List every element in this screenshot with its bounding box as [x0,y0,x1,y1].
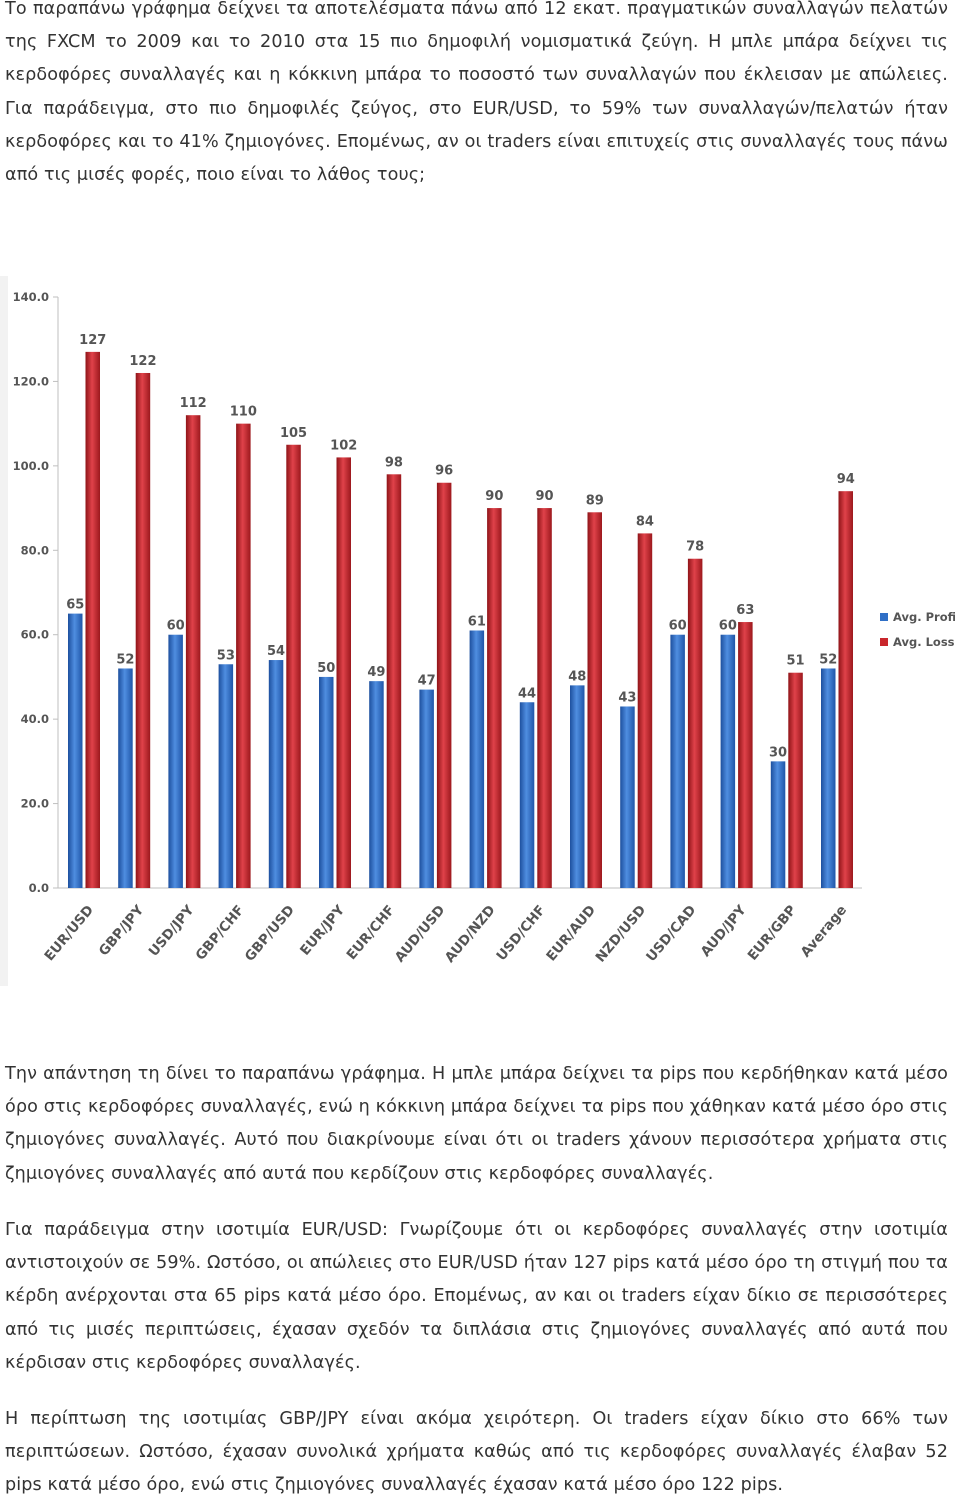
bar-avg-loss [738,622,753,888]
bar-avg-loss [135,372,151,888]
data-label-profit: 47 [418,674,436,689]
data-label-profit: 65 [66,598,84,613]
data-label-loss: 102 [330,438,357,453]
answer-paragraph: Την απάντηση τη δίνει το παραπάνω γράφημ… [5,1064,948,1184]
bar-avg-profit [821,668,836,888]
data-label-loss: 96 [435,464,453,479]
data-label-loss: 89 [586,493,604,508]
bar-avg-profit [68,613,83,888]
y-tick-label: 0.0 [29,881,49,895]
y-tick-label: 60.0 [21,628,49,642]
bar-avg-loss [537,508,552,888]
bar-avg-profit [570,685,585,888]
y-tick-label: 100.0 [13,459,49,473]
data-label-profit: 44 [518,686,536,701]
bar-avg-profit [620,706,635,888]
bar-avg-profit [419,689,434,888]
data-label-loss: 122 [129,354,156,369]
legend-label: Avg. Profit [893,610,955,624]
data-label-loss: 84 [636,514,654,529]
data-label-loss: 51 [787,654,805,669]
data-label-loss: 112 [180,396,207,411]
data-label-profit: 60 [669,619,687,634]
data-label-loss: 110 [230,405,257,420]
data-label-profit: 60 [167,619,185,634]
bar-avg-profit [268,660,284,888]
legend-swatch [880,613,888,621]
bar-avg-loss [436,482,452,888]
data-label-profit: 53 [217,648,235,663]
data-label-profit: 52 [819,652,837,667]
bar-avg-loss [236,423,251,888]
bar-avg-loss [185,415,201,888]
data-label-loss: 127 [79,333,106,348]
profit-loss-bar-chart: 0.0 20.0 40.0 60.0 80.0 100.0 120.0 140.0 65 127… [0,276,955,986]
bar-avg-loss [838,491,853,888]
bar-avg-profit [469,630,485,888]
bar-avg-profit [369,681,384,888]
gbpjpy-example-paragraph: Η περίπτωση της ισοτιμίας GBP/JPY είναι … [5,1409,948,1496]
bar-avg-profit [319,676,334,888]
data-label-loss: 90 [485,489,503,504]
legend-label: Avg. Loss [893,635,955,649]
data-label-loss: 98 [385,455,403,470]
bar-avg-loss [85,351,100,889]
legend-swatch [880,638,888,646]
bar-avg-profit [118,668,133,888]
data-label-profit: 48 [568,669,586,684]
bar-avg-loss [487,508,502,888]
bar-avg-profit [770,761,786,888]
y-tick-label: 120.0 [13,374,49,388]
y-tick-label: 140.0 [13,290,49,304]
data-label-profit: 43 [618,690,636,705]
data-label-profit: 54 [267,644,285,659]
data-label-profit: 60 [719,619,737,634]
bar-avg-loss [687,558,703,888]
data-label-profit: 50 [317,661,335,676]
bar-avg-loss [336,457,351,888]
bar-avg-loss [286,444,301,888]
y-tick-label: 80.0 [21,543,49,557]
data-label-loss: 90 [536,489,554,504]
bar-avg-profit [168,634,183,888]
bar-avg-profit [670,634,685,888]
data-label-profit: 30 [769,745,787,760]
eurusd-example-paragraph: Για παράδειγμα στην ισοτιμία EUR/USD: Γν… [5,1220,948,1373]
bar-avg-profit [720,634,736,888]
bar-avg-loss [788,672,803,888]
data-label-profit: 49 [367,665,385,680]
data-label-loss: 105 [280,426,307,441]
data-label-loss: 63 [736,603,754,618]
y-tick-label: 20.0 [21,797,49,811]
y-tick-label: 40.0 [21,712,49,726]
chart-svg: 0.0 20.0 40.0 60.0 80.0 100.0 120.0 140.0 65 127… [0,276,955,986]
bar-avg-profit [519,702,535,888]
data-label-profit: 52 [116,652,134,667]
data-label-profit: 61 [468,614,486,629]
intro-paragraph: Το παραπάνω γράφημα δείχνει τα αποτελέσμ… [5,0,948,186]
bar-avg-loss [637,533,653,888]
bar-avg-loss [587,512,602,888]
bar-avg-profit [218,664,234,888]
data-label-loss: 94 [837,472,855,487]
data-label-loss: 78 [686,540,704,555]
bar-avg-loss [386,474,402,888]
